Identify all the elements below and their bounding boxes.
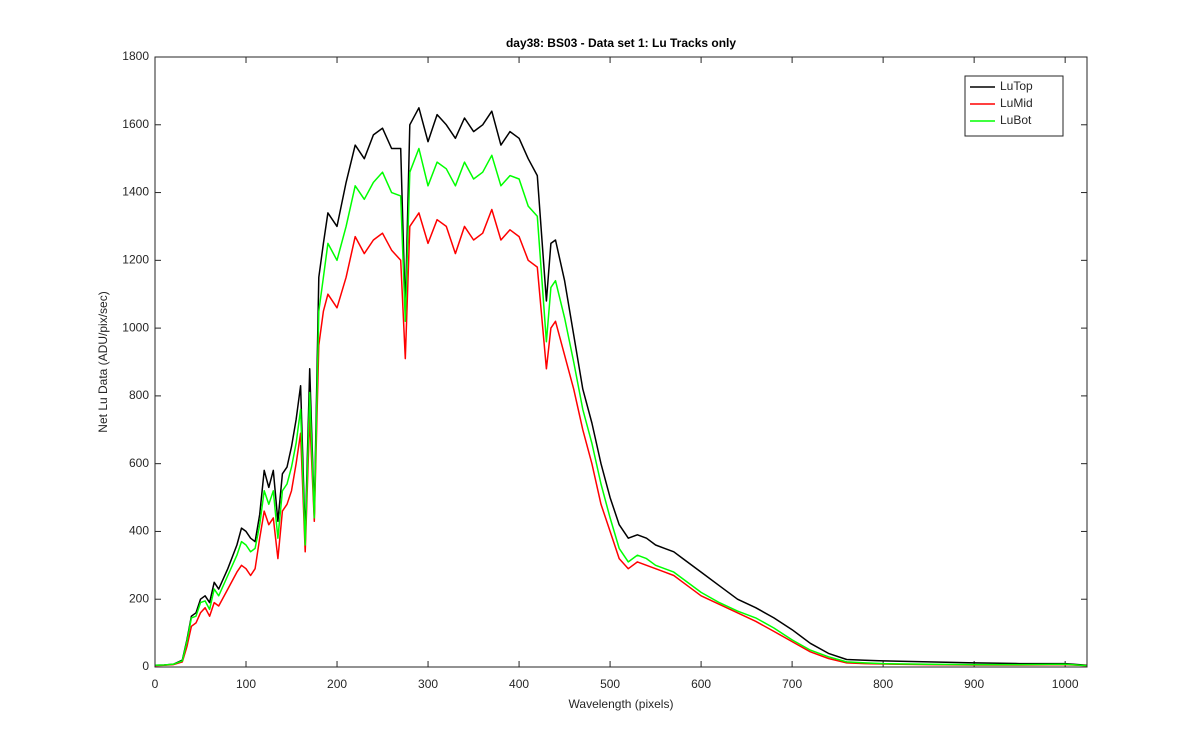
- y-tick-label: 1200: [122, 253, 149, 267]
- legend-label: LuTop: [1000, 79, 1033, 93]
- series-line: [154, 208, 1088, 667]
- legend-box: [964, 75, 1064, 137]
- y-tick-label: 1000: [122, 320, 149, 334]
- x-tick-label: 300: [418, 677, 438, 691]
- x-tick-label: 800: [873, 677, 893, 691]
- x-tick-label: 1000: [1052, 677, 1079, 691]
- x-tick-label: 400: [509, 677, 529, 691]
- legend-label: LuMid: [1000, 96, 1033, 110]
- x-tick-label: 900: [964, 677, 984, 691]
- series-line: [154, 147, 1088, 667]
- x-axis-label: Wavelength (pixels): [569, 697, 674, 711]
- plot-frame: [154, 56, 1088, 668]
- y-tick-label: 600: [129, 456, 149, 470]
- y-tick-label: 800: [129, 388, 149, 402]
- y-tick-label: 200: [129, 591, 149, 605]
- y-axis-label: Net Lu Data (ADU/pix/sec): [96, 291, 110, 432]
- x-tick-label: 600: [691, 677, 711, 691]
- x-tick-label: 500: [600, 677, 620, 691]
- legend-label: LuBot: [1000, 113, 1032, 127]
- x-tick-label: 700: [782, 677, 802, 691]
- y-tick-label: 1600: [122, 117, 149, 131]
- chart-title: day38: BS03 - Data set 1: Lu Tracks only: [506, 36, 736, 50]
- y-tick-label: 0: [142, 659, 149, 673]
- y-tick-label: 400: [129, 524, 149, 538]
- y-tick-label: 1800: [122, 49, 149, 63]
- x-tick-label: 0: [152, 677, 159, 691]
- x-tick-label: 200: [327, 677, 347, 691]
- y-tick-label: 1400: [122, 185, 149, 199]
- series-line: [154, 107, 1088, 667]
- x-tick-label: 100: [236, 677, 256, 691]
